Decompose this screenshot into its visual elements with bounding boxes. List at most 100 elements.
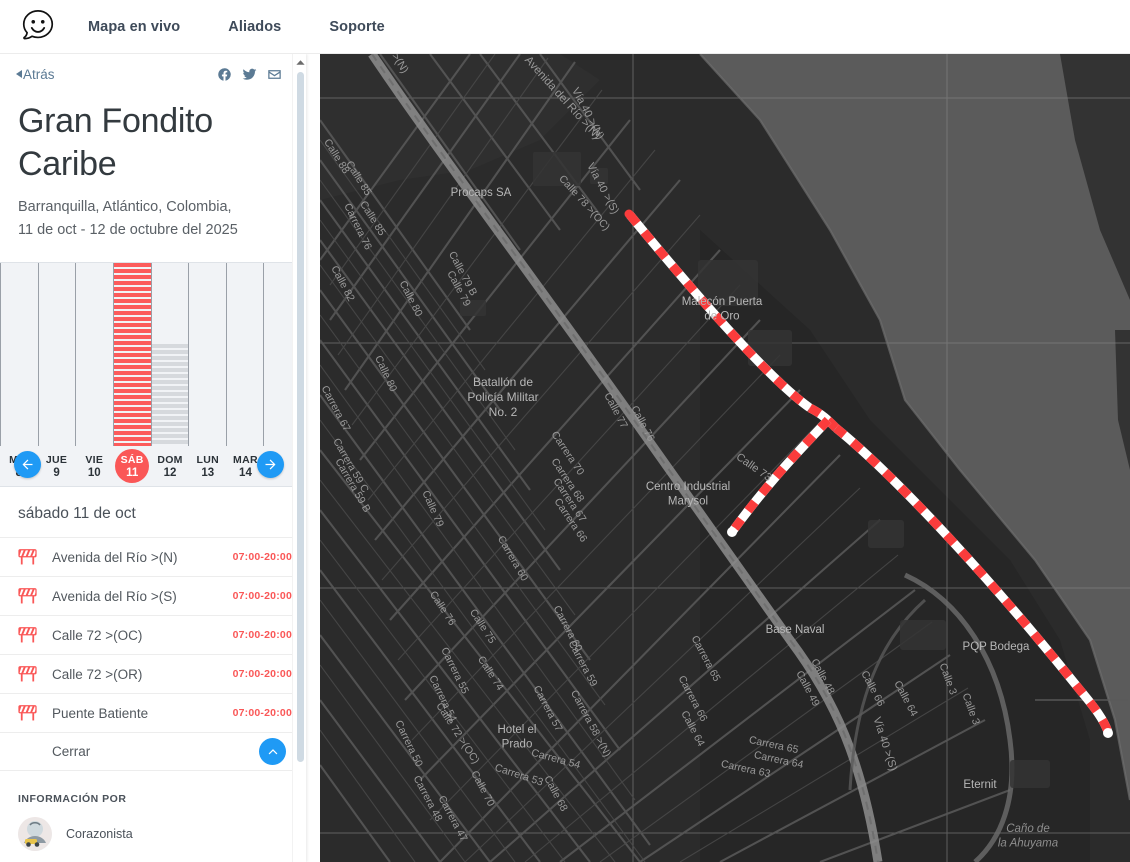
waze-smiley-icon [22, 9, 54, 39]
reporter-row[interactable]: Corazonista [0, 805, 306, 851]
date-picker-day-11[interactable]: SÁB 11 [115, 449, 150, 483]
main-nav: Mapa en vivo Aliados Soporte [88, 19, 433, 35]
map-grid [320, 54, 1130, 862]
nav-item-aliados[interactable]: Aliados [228, 18, 282, 35]
day-of-month-label: 11 [126, 466, 139, 479]
date-picker-day-14[interactable]: MAR 14 [227, 446, 265, 486]
chevron-up-icon [268, 748, 277, 754]
map-label: Eternit [963, 779, 997, 791]
road-closure-barrier-icon [18, 665, 37, 681]
chart-column-12[interactable] [151, 263, 190, 448]
closure-endpoint-start [727, 527, 737, 537]
road-closure-barrier-icon [18, 626, 37, 642]
day-of-month-label: 14 [239, 466, 252, 479]
closure-route-dash-1 [626, 212, 813, 412]
map-label: Centro Industrial Marysol [646, 481, 730, 508]
next-week-button[interactable] [257, 451, 284, 478]
date-picker-day-12[interactable]: DOM 12 [151, 446, 189, 486]
selected-day-heading: sábado 11 de oct [18, 505, 136, 522]
closure-name: Calle 72 >(OR) [52, 666, 143, 682]
scroll-up-icon[interactable] [293, 56, 306, 68]
site-header: Mapa en vivo Aliados Soporte [0, 0, 1130, 54]
closure-row[interactable]: Avenida del Río >(N) 07:00-20:00 [0, 537, 306, 576]
reporter-name: Corazonista [66, 827, 133, 841]
chart-column-10[interactable] [76, 263, 114, 448]
road-closure-barrier-icon [18, 548, 37, 564]
prev-week-button[interactable] [14, 451, 41, 478]
day-of-month-label: 13 [201, 466, 215, 479]
closure-row[interactable]: Puente Batiente 07:00-20:00 [0, 693, 306, 732]
avatar-illustration-icon [18, 817, 52, 851]
map-label: Base Naval [766, 624, 825, 636]
chart-column-11[interactable] [113, 263, 152, 448]
date-timeline-chart[interactable]: MIÉ8JUE9VIE10SÁB11DOM12LUN13MAR14MIÉ15 [0, 262, 302, 487]
share-icons [217, 67, 282, 82]
date-picker-day-13[interactable]: LUN 13 [189, 446, 227, 486]
sidebar-topbar: Atrás [0, 54, 306, 94]
back-button[interactable]: Atrás [16, 67, 55, 82]
day-of-week-label: VIE [85, 453, 104, 466]
scrollbar-thumb[interactable] [296, 72, 304, 762]
closure-time: 07:00-20:00 [232, 668, 292, 680]
arrow-left-icon [22, 459, 33, 470]
closure-time: 07:00-20:00 [232, 590, 292, 602]
facebook-share-icon[interactable] [217, 67, 232, 82]
waze-logo[interactable] [10, 0, 66, 54]
day-of-week-label: MAR [233, 453, 258, 466]
sidebar-scrollbar[interactable] [292, 54, 306, 862]
day-of-month-label: 10 [87, 466, 101, 479]
closure-time: 07:00-20:00 [232, 551, 292, 563]
caret-up-icon [295, 59, 305, 65]
closure-name: Avenida del Río >(S) [52, 588, 177, 604]
closure-time: 07:00-20:00 [232, 629, 292, 641]
closure-route-dash-3 [833, 424, 1113, 734]
close-row[interactable]: Cerrar [0, 732, 306, 771]
chart-column-8[interactable] [0, 263, 39, 448]
page-title: Gran Fondito Caribe [18, 102, 213, 183]
event-dates-line2: 11 de oct - 12 de octubre del 2025 [18, 222, 238, 238]
email-share-icon[interactable] [267, 67, 282, 82]
date-picker-day-9[interactable]: JUE 9 [38, 446, 76, 486]
closure-row[interactable]: Calle 72 >(OR) 07:00-20:00 [0, 654, 306, 693]
nav-item-mapa-en-vivo[interactable]: Mapa en vivo [88, 18, 181, 35]
chart-bar-12 [151, 344, 189, 448]
map-label: Hotel el Prado [498, 724, 537, 751]
map-streets-minor [320, 54, 1011, 862]
closure-route-dash-2 [807, 403, 840, 432]
day-of-month-label: 9 [53, 466, 60, 479]
nav-item-soporte[interactable]: Soporte [329, 18, 385, 35]
date-picker-day-10[interactable]: VIE 10 [75, 446, 113, 486]
closure-list: Avenida del Río >(N) 07:00-20:00 Avenida d… [0, 537, 306, 732]
road-arterial-ring [903, 572, 1015, 862]
road-closure-barrier-icon [18, 587, 37, 603]
chart-bars [0, 263, 302, 448]
info-by-label: INFORMACIÓN POR [18, 793, 127, 805]
chart-column-9[interactable] [39, 263, 77, 448]
river-bank [699, 54, 1130, 801]
collapse-button[interactable] [259, 738, 286, 765]
day-of-week-label: JUE [45, 453, 68, 466]
event-detail-sidebar: Atrás Gran Fondito Caribe [0, 54, 306, 862]
chart-column-13[interactable] [189, 263, 227, 448]
closure-name: Calle 72 >(OC) [52, 627, 143, 643]
closure-endpoint-end [1103, 728, 1113, 738]
closure-name: Avenida del Río >(N) [52, 549, 178, 565]
day-of-week-label: SÁB [120, 453, 144, 466]
date-picker-days[interactable]: MIÉ8JUE9VIE10SÁB11DOM12LUN13MAR14MIÉ15 [0, 446, 302, 486]
event-location-line1: Barranquilla, Atlántico, Colombia, [18, 199, 232, 215]
arrow-right-icon [265, 459, 276, 470]
map-label: Caño de la Ahuyama [998, 823, 1058, 850]
closure-row[interactable]: Avenida del Río >(S) 07:00-20:00 [0, 576, 306, 615]
twitter-share-icon[interactable] [242, 67, 257, 82]
map-streets-fine [320, 54, 969, 862]
road-via-40-centerline [371, 54, 879, 862]
day-of-week-label: DOM [157, 453, 183, 466]
chevron-left-icon [16, 70, 22, 78]
chart-column-14[interactable] [227, 263, 265, 448]
map-label: PQP Bodega [963, 641, 1031, 653]
closure-endpoint-north [624, 209, 634, 219]
closure-row[interactable]: Calle 72 >(OC) 07:00-20:00 [0, 615, 306, 654]
